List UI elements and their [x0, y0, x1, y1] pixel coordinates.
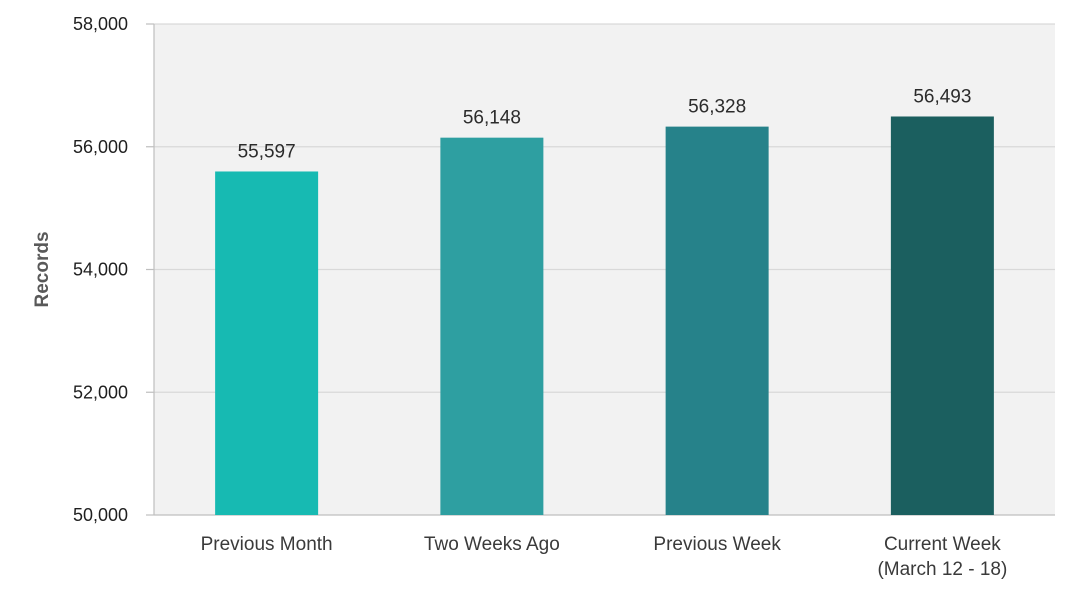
y-tick-label: 58,000 — [73, 14, 128, 34]
x-category-label: Current Week — [884, 534, 1001, 555]
data-label: 55,597 — [238, 141, 296, 162]
y-axis-title: Records — [32, 231, 53, 307]
bar — [890, 116, 994, 515]
x-category-labels: Previous Month Two Weeks Ago Previous Week… — [201, 534, 1008, 580]
bar — [665, 126, 769, 515]
y-tick-labels: 50,000 52,000 54,000 56,000 58,000 — [73, 14, 128, 525]
data-label: 56,148 — [463, 108, 521, 129]
data-labels: 55,597 56,148 56,328 56,493 — [238, 86, 972, 162]
data-label: 56,493 — [913, 86, 971, 107]
data-label: 56,328 — [688, 97, 746, 118]
x-category-label: Previous Week — [653, 534, 781, 555]
x-category-label: Previous Month — [201, 534, 333, 555]
bar — [440, 137, 544, 515]
y-tick-label: 50,000 — [73, 505, 128, 525]
y-tick-label: 54,000 — [73, 260, 128, 280]
bars — [215, 116, 994, 515]
x-category-label: Two Weeks Ago — [424, 534, 560, 555]
y-tick-label: 56,000 — [73, 137, 128, 157]
x-category-label: (March 12 - 18) — [877, 559, 1007, 580]
y-tick-label: 52,000 — [73, 382, 128, 402]
bar — [215, 171, 319, 515]
